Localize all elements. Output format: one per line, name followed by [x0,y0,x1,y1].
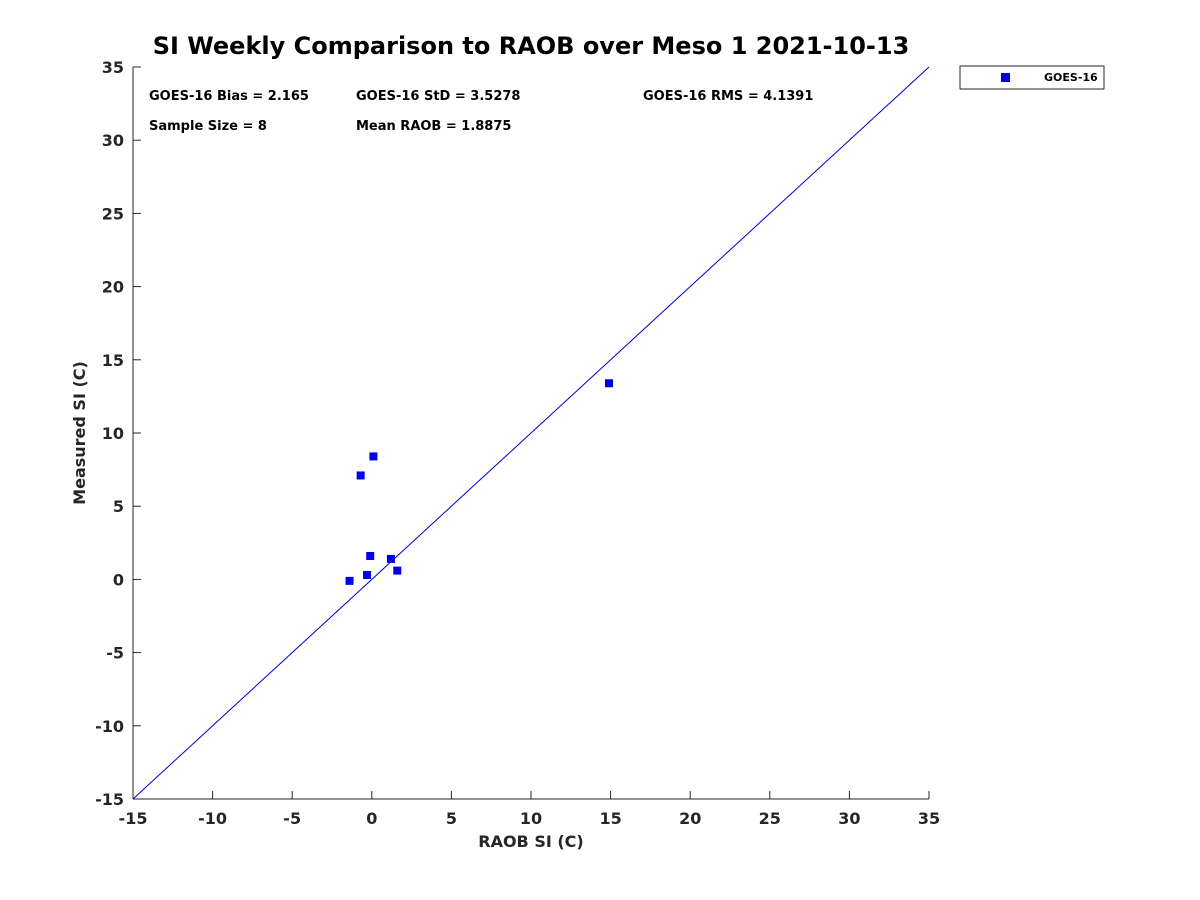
y-tick-label: 5 [113,497,124,516]
data-point [345,576,354,585]
data-point [369,452,378,461]
legend: GOES-16 [959,65,1105,90]
y-axis-label: Measured SI (C) [70,361,89,505]
data-point [363,571,372,580]
stat-mean-raob: Mean RAOB = 1.8875 [356,119,511,134]
stat-std: GOES-16 StD = 3.5278 [356,89,520,104]
data-point [605,379,614,388]
y-tick-label: 35 [102,58,124,77]
x-tick-label: 20 [679,809,701,828]
legend-box [959,65,1105,90]
stat-sample-size: Sample Size = 8 [149,119,267,134]
y-tick-label: 25 [102,204,124,223]
y-tick-label: 30 [102,131,124,150]
data-point [386,554,395,563]
x-tick-label: 25 [759,809,781,828]
y-tick-label: 0 [113,570,124,589]
data-point [356,471,365,480]
y-tick-label: 15 [102,351,124,370]
legend-label: GOES-16 [1044,71,1098,84]
data-point [366,551,375,560]
y-tick-label: -10 [95,717,124,736]
plot-area: -15 -10 -5 0 5 10 15 20 25 30 35 -15 -10 -5 0 5 10 15 20 25… [95,58,940,828]
x-tick-label: 35 [918,809,940,828]
y-tick-label: -15 [95,790,124,809]
x-tick-label: 30 [838,809,860,828]
chart-title: SI Weekly Comparison to RAOB over Meso 1… [153,32,910,60]
x-tick-label: -5 [283,809,301,828]
x-tick-label: 15 [599,809,621,828]
x-tick-label: -10 [198,809,227,828]
x-tick-label: -15 [119,809,148,828]
y-tick-label: 20 [102,278,124,297]
x-axis-label: RAOB SI (C) [478,832,583,851]
data-point [393,566,402,575]
one-to-one-line [132,66,930,800]
x-tick-label: 0 [366,809,377,828]
stat-rms: GOES-16 RMS = 4.1391 [643,89,813,104]
x-tick-label: 5 [446,809,457,828]
x-tick-label: 10 [520,809,542,828]
y-tick-label: -5 [106,644,124,663]
y-tick-label: 10 [102,424,124,443]
legend-marker [1001,73,1010,82]
stat-bias: GOES-16 Bias = 2.165 [149,89,309,104]
